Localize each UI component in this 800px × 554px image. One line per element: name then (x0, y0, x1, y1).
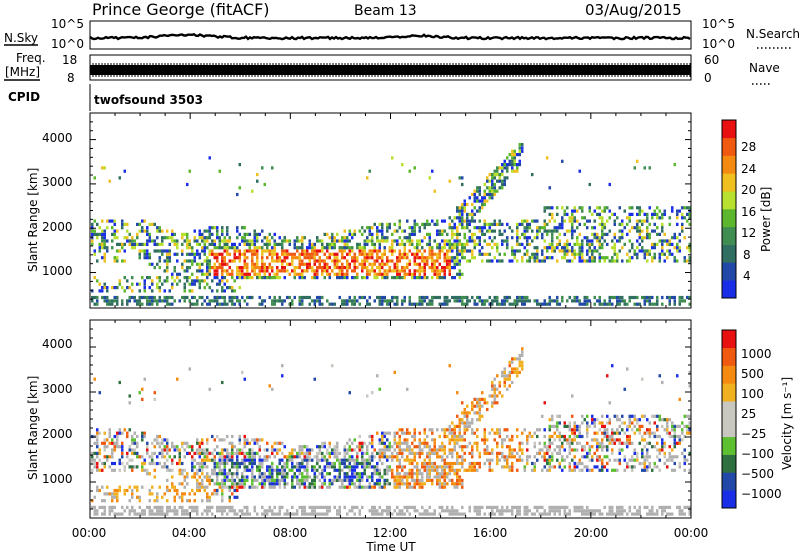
power-cbar-swatch (722, 209, 736, 228)
x-axis-label: Time UT (365, 540, 416, 554)
freq-tick-top: 18 (62, 53, 77, 67)
velocity-cbar-tick-neg25: −25 (741, 427, 766, 441)
vel-cbar-swatch (722, 419, 736, 438)
velocity-colorbar (721, 329, 737, 509)
nave-label: Nave (749, 61, 780, 75)
power-cbar-tick-20: 20 (741, 183, 756, 197)
vel-cbar-swatch (722, 365, 736, 384)
velocity-cbar-tick-neg1000: −1000 (741, 487, 782, 501)
power-cbar-swatch (722, 244, 736, 263)
power-ytick-1000: 1000 (42, 264, 73, 278)
xtick-0800: 08:00 (273, 526, 308, 540)
nave-tick-top: 60 (704, 53, 719, 67)
velocity-cbar-tick-1000: 1000 (741, 347, 772, 361)
xtick-1600: 16:00 (473, 526, 508, 540)
date-label: 03/Aug/2015 (585, 1, 682, 19)
power-cbar-tick-16: 16 (741, 205, 756, 219)
power-cbar-swatch (722, 137, 736, 156)
velocity-heatmap (91, 347, 691, 516)
vel-cbar-swatch (722, 472, 736, 491)
power-ytick-3000: 3000 (42, 175, 73, 189)
freq-unit: [MHz] (5, 65, 40, 79)
velocity-ytick-1000: 1000 (42, 472, 73, 486)
cpid-value: twofsound 3503 (94, 93, 203, 107)
power-cbar-tick-4: 4 (743, 269, 751, 283)
power-cbar-tick-28: 28 (741, 140, 756, 154)
power-panel (89, 112, 692, 309)
freq-panel (89, 54, 692, 81)
power-cbar-tick-24: 24 (741, 162, 756, 176)
vel-cbar-swatch (722, 490, 736, 509)
velocity-ytick-3000: 3000 (42, 382, 73, 396)
nsky-trace (89, 33, 691, 41)
velocity-cbar-label: Velocity [m s⁻¹] (780, 377, 794, 470)
beam-label: Beam 13 (354, 3, 417, 19)
velocity-panel (89, 319, 692, 519)
power-cbar-tick-12: 12 (741, 226, 756, 240)
power-colorbar (721, 119, 737, 299)
velocity-cbar-tick-neg500: −500 (741, 467, 774, 481)
power-cbar-swatch (722, 155, 736, 174)
power-cbar-label: Power [dB] (759, 187, 773, 252)
nsky-tick-top: 10^5 (51, 17, 84, 31)
power-cbar-tick-8: 8 (743, 248, 751, 262)
power-cbar-swatch (722, 262, 736, 281)
velocity-ylabel: Slant Range [km] (26, 376, 40, 480)
power-cbar-swatch (722, 120, 736, 139)
power-heatmap (91, 143, 691, 306)
cpid-label: CPID (8, 90, 40, 104)
velocity-cbar-tick-100: 100 (741, 387, 764, 401)
velocity-ytick-4000: 4000 (42, 337, 73, 351)
velocity-ytick-2000: 2000 (42, 427, 73, 441)
freq-tick-bottom: 8 (67, 71, 75, 85)
vel-cbar-swatch (722, 383, 736, 402)
vel-cbar-swatch (722, 454, 736, 473)
velocity-cbar-tick-500: 500 (741, 367, 764, 381)
power-ytick-4000: 4000 (42, 131, 73, 145)
xtick-0000: 00:00 (72, 526, 107, 540)
xtick-0400: 04:00 (172, 526, 207, 540)
freq-label: Freq. (16, 51, 46, 65)
xtick-2400: 00:00 (674, 526, 709, 540)
vel-cbar-swatch (722, 436, 736, 455)
nsky-tick-bottom: 10^0 (51, 37, 84, 51)
vel-cbar-swatch (722, 347, 736, 366)
power-cbar-swatch (722, 191, 736, 210)
nave-tick-bottom: 0 (704, 71, 712, 85)
nsky-label: N.Sky (4, 31, 38, 45)
xtick-2000: 20:00 (574, 526, 609, 540)
nsearch-tick-bottom: 10^0 (702, 37, 735, 51)
vel-cbar-swatch (722, 330, 736, 349)
vel-cbar-swatch (722, 401, 736, 420)
station-title: Prince George (fitACF) (92, 0, 270, 19)
power-ylabel: Slant Range [km] (26, 168, 40, 272)
power-cbar-swatch (722, 173, 736, 192)
velocity-cbar-tick-25: 25 (741, 407, 756, 421)
xtick-1200: 12:00 (373, 526, 408, 540)
nsky-panel (89, 20, 692, 50)
nsearch-label: N.Search (746, 27, 800, 41)
power-cbar-swatch (722, 226, 736, 245)
power-cbar-swatch (722, 280, 736, 299)
power-ytick-2000: 2000 (42, 220, 73, 234)
velocity-cbar-tick-neg100: −100 (741, 447, 774, 461)
nsearch-tick-top: 10^5 (702, 17, 735, 31)
